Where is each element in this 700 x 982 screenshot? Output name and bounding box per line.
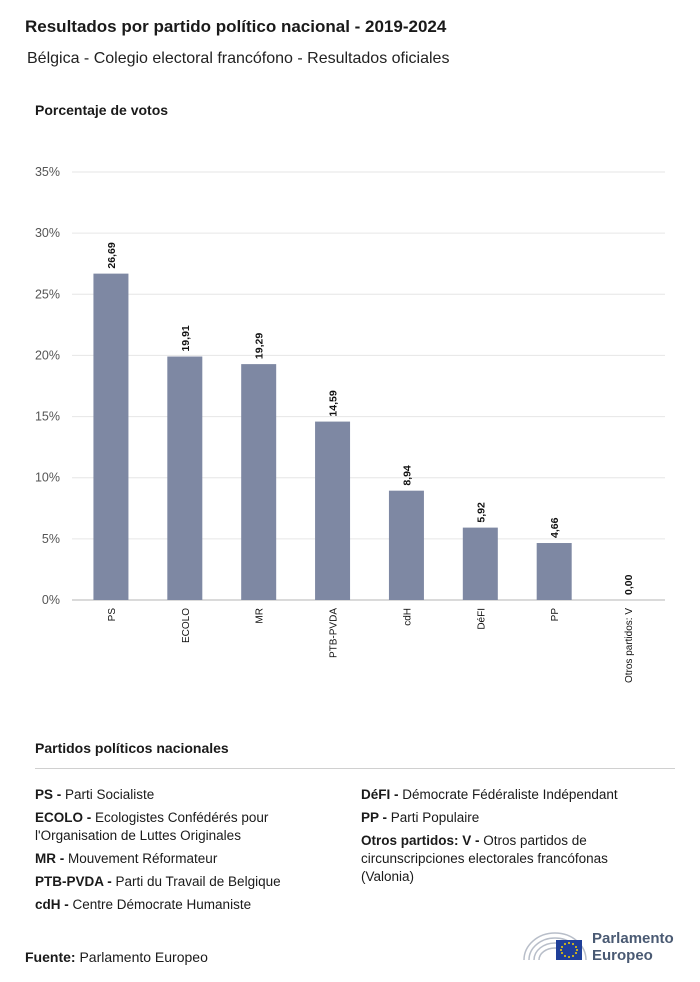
logo-line-2: Europeo [592, 947, 653, 964]
bar-chart: 0% 5% 10% 15% 20% 25% 30% 35% 26,69 PS 19,91 ECOLO 1… [35, 165, 665, 683]
legend-item: PP - Parti Populaire [361, 809, 661, 827]
legend-abbr: PP - [361, 810, 388, 825]
data-label: 14,59 [328, 390, 340, 416]
x-tick-label: Otros partidos: V [624, 608, 635, 683]
y-axis-label: Porcentaje de votos [35, 102, 169, 118]
bar [462, 527, 498, 600]
legend-name: Parti du Travail de Belgique [111, 874, 281, 889]
legend-abbr: DéFI - [361, 787, 399, 802]
legend-item: DéFI - Démocrate Fédéraliste Indépendant [361, 786, 661, 804]
y-tick-label: 20% [35, 348, 60, 362]
data-label: 0,00 [623, 574, 635, 595]
legend-abbr: PS - [35, 787, 62, 802]
x-tick-label: DéFI [476, 608, 487, 630]
data-label: 19,29 [254, 333, 266, 359]
data-label: 4,66 [549, 517, 561, 538]
x-tick-label: PS [107, 608, 118, 622]
bar [315, 421, 351, 600]
data-label: 5,92 [475, 502, 487, 523]
source-value: Parlamento Europeo [79, 949, 208, 965]
page-title: Resultados por partido político nacional… [25, 17, 447, 36]
legend-column-right: DéFI - Démocrate Fédéraliste Indépendant… [361, 786, 661, 891]
bar [167, 356, 203, 600]
legend-item: Otros partidos: V - Otros partidos de ci… [361, 832, 661, 886]
legend-item: MR - Mouvement Réformateur [35, 850, 325, 868]
data-label: 8,94 [401, 465, 413, 486]
y-tick-label: 25% [35, 287, 60, 301]
legend-column-left: PS - Parti Socialiste ECOLO - Ecologistes… [35, 786, 325, 919]
source-line: Fuente: Parlamento Europeo [25, 949, 208, 965]
x-tick-label: cdH [402, 608, 413, 626]
legend-item: cdH - Centre Démocrate Humaniste [35, 896, 325, 914]
legend-abbr: ECOLO - [35, 810, 92, 825]
page-subtitle: Bélgica - Colegio electoral francófono -… [27, 50, 450, 67]
x-tick-label: ECOLO [181, 608, 192, 643]
legend-divider [35, 768, 675, 769]
y-tick-label: 30% [35, 226, 60, 240]
legend-name: Parti Socialiste [61, 787, 155, 802]
parliament-logo: Parlamento Europeo [520, 922, 690, 967]
y-tick-label: 10% [35, 471, 60, 485]
legend-name: Démocrate Fédéraliste Indépendant [398, 787, 618, 802]
x-tick-label: PTB-PVDA [329, 608, 340, 658]
bar [536, 543, 572, 600]
legend-name: Centre Démocrate Humaniste [68, 897, 252, 912]
legend-abbr: MR - [35, 851, 65, 866]
data-label: 26,69 [106, 242, 118, 268]
data-label: 19,91 [180, 325, 192, 351]
legend-title: Partidos políticos nacionales [35, 740, 229, 756]
bar [241, 364, 277, 600]
legend-item: PS - Parti Socialiste [35, 786, 325, 804]
legend-name: Mouvement Réformateur [64, 851, 218, 866]
bar [93, 273, 129, 600]
x-tick-label: PP [550, 608, 561, 622]
legend-abbr: Otros partidos: V - [361, 833, 480, 848]
legend-name: Otros partidos de circunscripciones elec… [361, 833, 608, 884]
y-tick-label: 0% [42, 593, 60, 607]
x-tick-label: MR [255, 608, 266, 624]
y-tick-label: 5% [42, 532, 60, 546]
legend-name: Ecologistes Confédérés pour l'Organisati… [35, 810, 269, 843]
legend-name: Parti Populaire [387, 810, 480, 825]
y-tick-label: 35% [35, 165, 60, 179]
bar [388, 490, 424, 600]
parliament-hemicycle-icon [523, 932, 587, 961]
logo-text: Parlamento Europeo [592, 930, 674, 964]
legend-item: ECOLO - Ecologistes Confédérés pour l'Or… [35, 809, 325, 845]
logo-line-1: Parlamento [592, 930, 674, 947]
legend-abbr: PTB-PVDA - [35, 874, 112, 889]
legend-item: PTB-PVDA - Parti du Travail de Belgique [35, 873, 325, 891]
source-label: Fuente: [25, 949, 76, 965]
y-tick-label: 15% [35, 410, 60, 424]
legend-abbr: cdH - [35, 897, 69, 912]
